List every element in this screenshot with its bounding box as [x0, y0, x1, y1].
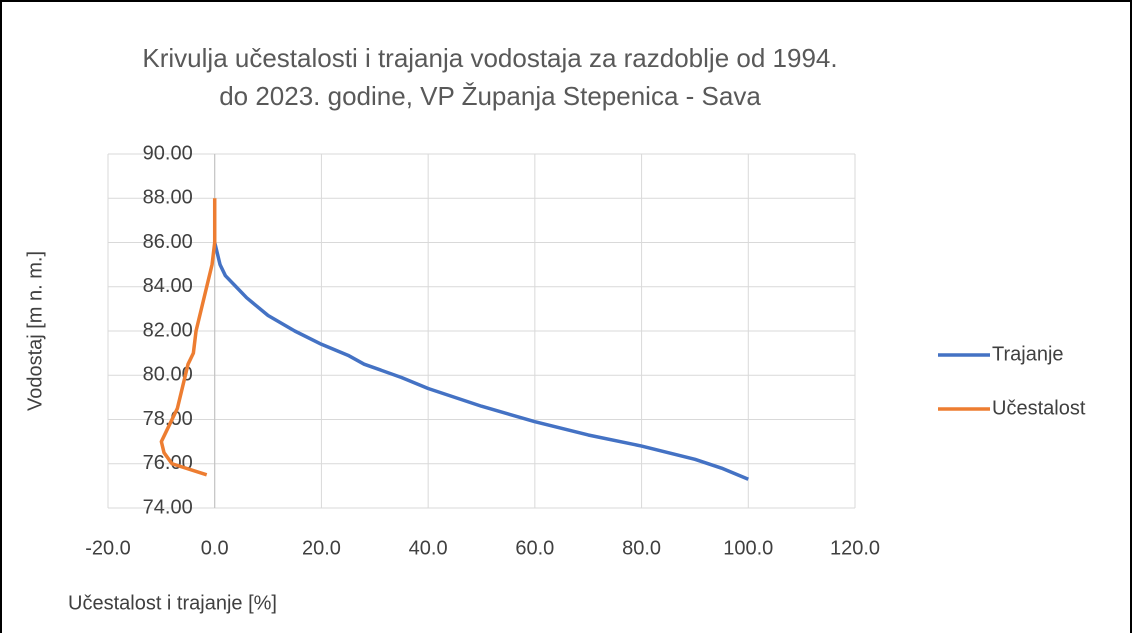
chart-title: Krivulja učestalosti i trajanja vodostaj…: [142, 43, 837, 73]
y-tick-label: 78.00: [143, 408, 193, 430]
legend-label: Učestalost: [992, 397, 1086, 419]
y-tick-label: 76.00: [143, 452, 193, 474]
legend-label: Trajanje: [992, 343, 1064, 365]
y-tick-label: 86.00: [143, 231, 193, 253]
chart-title: do 2023. godine, VP Županja Stepenica - …: [219, 81, 761, 111]
x-tick-label: 40.0: [409, 537, 448, 559]
x-tick-label: 0.0: [201, 537, 229, 559]
x-tick-label: 120.0: [830, 537, 880, 559]
x-axis-label: Učestalost i trajanje [%]: [68, 592, 277, 614]
x-tick-label: 80.0: [622, 537, 661, 559]
line: [213, 242, 749, 481]
y-tick-label: 82.00: [143, 319, 193, 341]
x-tick-label: 100.0: [723, 537, 773, 559]
y-tick-label: 88.00: [143, 187, 193, 209]
y-tick-label: 74.00: [143, 496, 193, 518]
y-tick-label: 90.00: [143, 142, 193, 164]
x-tick-label: -20.0: [85, 537, 131, 559]
y-tick-label: 80.00: [143, 364, 193, 386]
y-tick-label: 84.00: [143, 275, 193, 297]
line: [159, 198, 217, 477]
y-axis-label: Vodostaj [m n. m.]: [24, 251, 46, 411]
x-tick-label: 60.0: [515, 537, 554, 559]
x-tick-label: 20.0: [302, 537, 341, 559]
